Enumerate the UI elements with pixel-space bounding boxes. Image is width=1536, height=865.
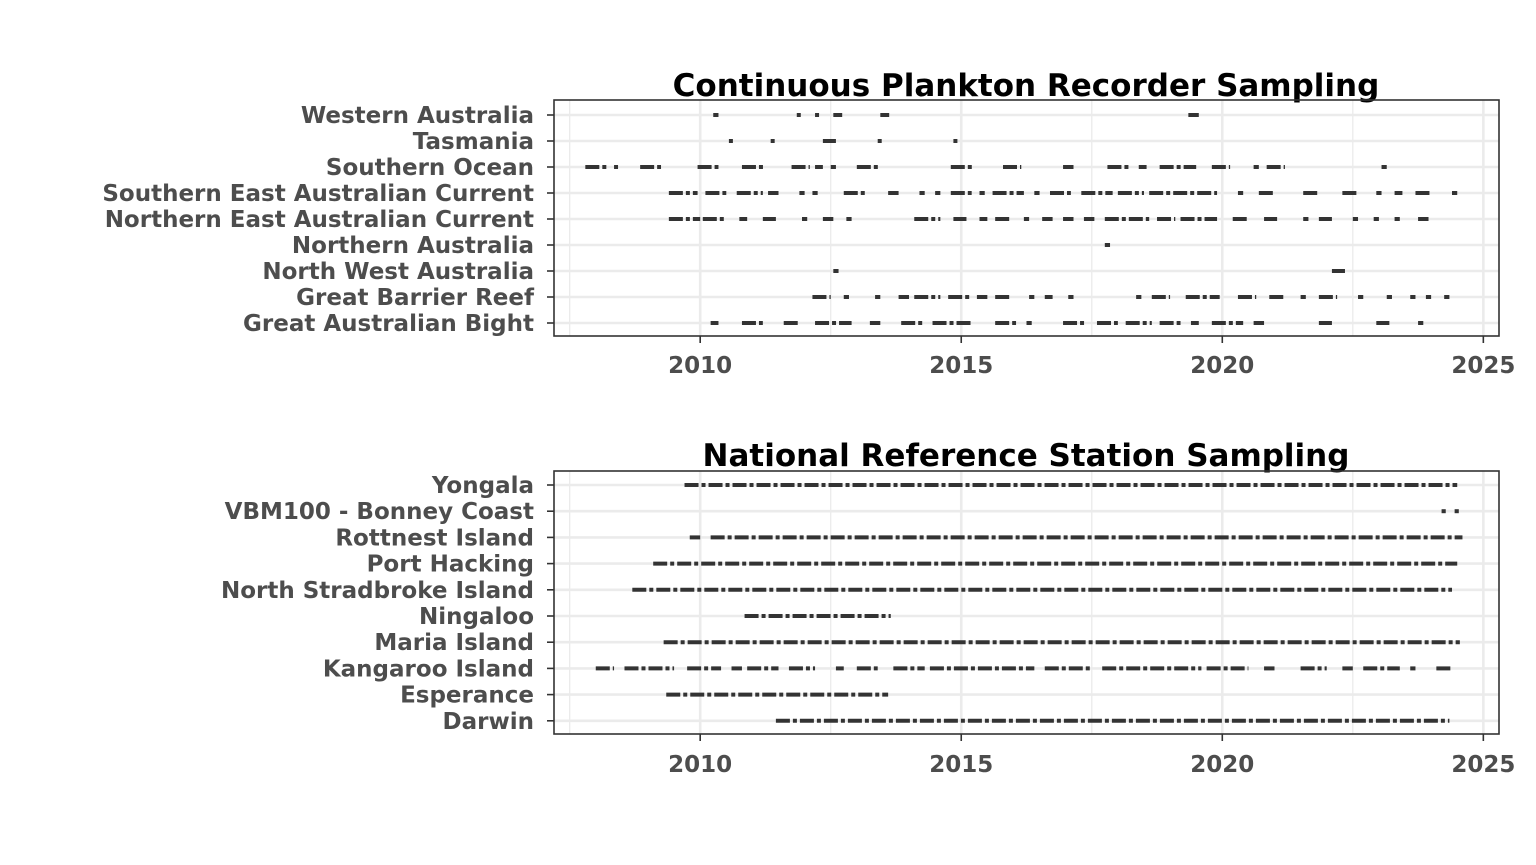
y-label-northern-east-australian-current: Northern East Australian Current xyxy=(105,207,534,233)
y-label-north-west-australia: North West Australia xyxy=(262,259,534,285)
y-label-esperance: Esperance xyxy=(400,683,534,709)
y-label-ningaloo: Ningaloo xyxy=(419,604,534,630)
y-label-maria-island: Maria Island xyxy=(374,630,534,656)
y-label-southern-east-australian-current: Southern East Australian Current xyxy=(102,181,534,207)
nrs-panel: National Reference Station Sampling Yong… xyxy=(221,438,1515,778)
x-tick-label: 2015 xyxy=(929,353,993,379)
y-label-northern-australia: Northern Australia xyxy=(292,233,534,259)
cpr-panel: Continuous Plankton Recorder Sampling We… xyxy=(102,68,1515,379)
x-tick-label: 2010 xyxy=(668,353,732,379)
y-label-southern-ocean: Southern Ocean xyxy=(326,155,534,181)
x-tick-label: 2020 xyxy=(1190,353,1254,379)
nrs-x-axis: 2010 2015 2020 2025 xyxy=(668,734,1515,778)
y-label-rottnest-island: Rottnest Island xyxy=(335,525,534,551)
nrs-panel-border xyxy=(553,470,1500,735)
y-label-port-hacking: Port Hacking xyxy=(367,552,534,578)
y-label-tasmania: Tasmania xyxy=(413,129,534,155)
y-label-yongala: Yongala xyxy=(431,473,534,499)
cpr-x-axis: 2010 2015 2020 2025 xyxy=(668,336,1515,379)
x-tick-label: 2015 xyxy=(929,752,993,778)
y-label-kangaroo-island: Kangaroo Island xyxy=(323,656,534,682)
cpr-panel-title: Continuous Plankton Recorder Sampling xyxy=(673,68,1380,104)
y-label-western-australia: Western Australia xyxy=(301,103,534,129)
y-label-great-australian-bight: Great Australian Bight xyxy=(243,311,534,337)
y-label-great-barrier-reef: Great Barrier Reef xyxy=(296,285,535,311)
nrs-panel-title: National Reference Station Sampling xyxy=(703,438,1350,474)
cpr-sampling-marks xyxy=(585,113,1458,325)
x-tick-label: 2010 xyxy=(668,752,732,778)
y-label-vbm100-bonney-coast: VBM100 - Bonney Coast xyxy=(225,499,534,525)
y-label-north-stradbroke-island: North Stradbroke Island xyxy=(221,578,534,604)
y-label-darwin: Darwin xyxy=(443,709,534,735)
cpr-panel-border xyxy=(553,99,1500,337)
x-tick-label: 2025 xyxy=(1451,752,1515,778)
x-tick-label: 2025 xyxy=(1451,353,1515,379)
nrs-sampling-marks xyxy=(595,483,1463,723)
x-tick-label: 2020 xyxy=(1190,752,1254,778)
